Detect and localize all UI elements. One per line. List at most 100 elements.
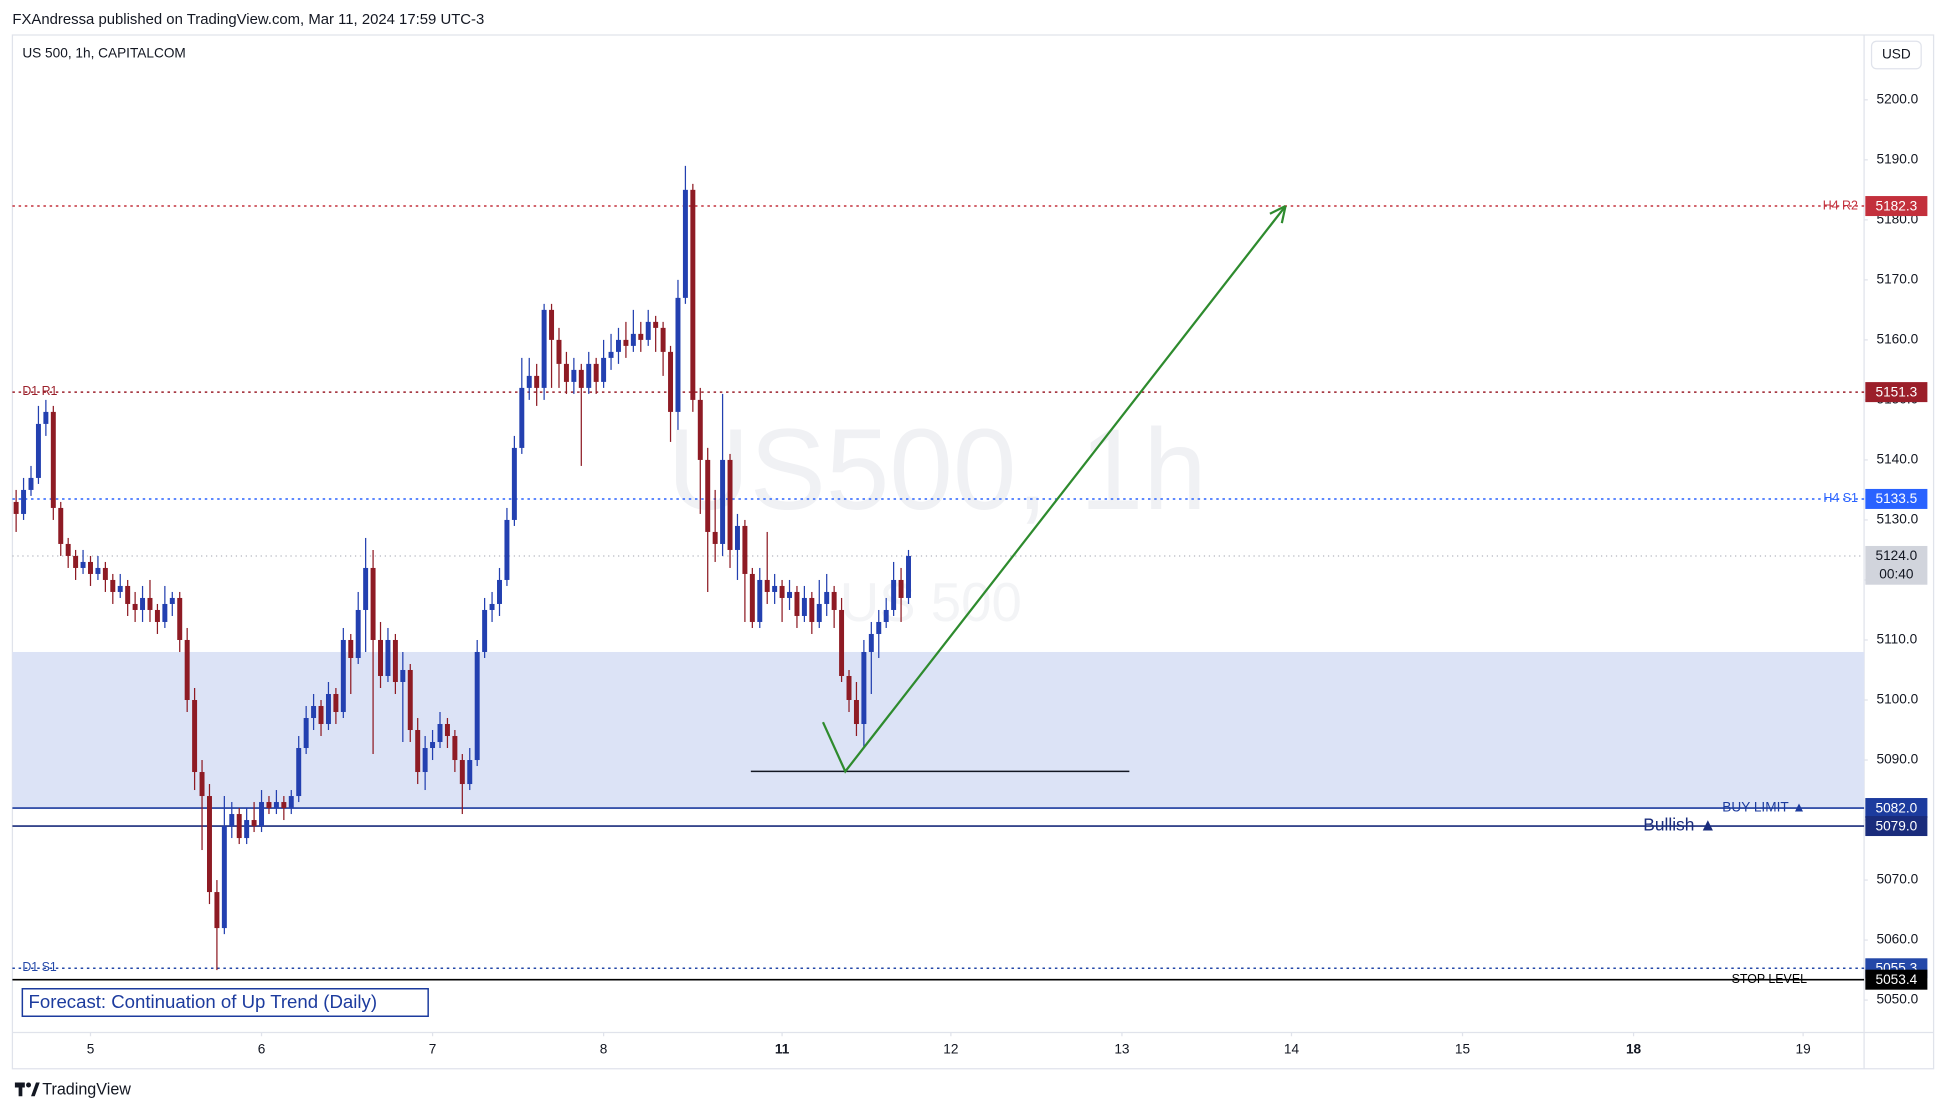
candle-body <box>392 639 398 682</box>
candle-body <box>43 411 49 424</box>
y-tick-label: 5060.0 <box>1877 932 1919 947</box>
candle-body <box>474 651 480 761</box>
candle-body <box>430 742 436 749</box>
chart-frame <box>11 34 1935 1070</box>
candle-body <box>549 309 555 340</box>
currency[interactable]: USD <box>1882 47 1911 62</box>
candle-body <box>497 579 502 604</box>
y-tick-label: 5050.0 <box>1877 992 1919 1007</box>
price-badge-label: 5182.3 <box>1875 198 1917 213</box>
x-tick-label: 6 <box>258 1042 266 1057</box>
candle-body <box>296 748 302 797</box>
candle-body <box>660 327 666 352</box>
countdown: 00:40 <box>1879 566 1914 581</box>
candle-body <box>28 477 34 490</box>
x-tick-label: 12 <box>943 1042 958 1057</box>
candle-body <box>400 669 406 682</box>
candle-body <box>868 633 874 652</box>
candle-body <box>21 489 27 514</box>
candle-body <box>630 333 636 346</box>
candle-body <box>325 693 331 725</box>
candle-body <box>690 189 696 400</box>
last-price-badge <box>1865 545 1928 585</box>
level-label: D1 S1 <box>22 960 57 974</box>
candle-body <box>794 591 800 616</box>
candle-body <box>110 579 116 592</box>
candle-body <box>80 561 86 568</box>
candle-body <box>117 585 123 592</box>
logo-part <box>31 1082 40 1097</box>
candle-body <box>244 820 250 839</box>
candle-body <box>712 531 718 544</box>
candle-body <box>236 814 242 839</box>
buy-zone <box>12 651 1865 809</box>
candle-body <box>154 609 160 622</box>
candle-body <box>876 621 882 634</box>
candle-body <box>801 597 807 616</box>
brand-logo <box>14 1082 40 1097</box>
candle-body <box>169 597 175 604</box>
candle-body <box>831 591 837 610</box>
last-price-label: 5124.0 <box>1875 548 1917 563</box>
level-label: BUY LIMIT ▲ <box>1722 800 1805 815</box>
y-tick-label: 5110.0 <box>1877 632 1918 647</box>
candle-body <box>273 802 279 809</box>
candle-body <box>192 700 198 773</box>
price-badge-label: 5053.4 <box>1875 972 1917 987</box>
candle-body <box>697 399 703 460</box>
price-badge <box>1865 816 1928 837</box>
y-tick-label: 5070.0 <box>1877 872 1919 887</box>
candle-body <box>58 507 64 544</box>
candle-body <box>407 669 413 731</box>
candle-body <box>489 603 495 610</box>
candle-body <box>147 597 153 610</box>
y-tick-label: 5100.0 <box>1877 692 1919 707</box>
candle-body <box>787 591 793 598</box>
x-tick-label: 7 <box>429 1042 437 1057</box>
candle-body <box>511 447 517 520</box>
candle-body <box>459 760 465 785</box>
price-badge <box>1865 488 1928 509</box>
candle-body <box>125 585 131 604</box>
candle-body <box>541 309 547 388</box>
candle-body <box>88 561 93 574</box>
symbol-title: US 500, 1h, CAPITALCOM <box>22 45 185 60</box>
logo-part <box>26 1082 32 1088</box>
x-tick-label: 19 <box>1796 1042 1811 1057</box>
candle-body <box>705 459 711 532</box>
logo-part <box>18 1082 23 1097</box>
candle-body <box>132 603 138 610</box>
candle-body <box>898 579 904 598</box>
candle-body <box>608 351 614 358</box>
price-badge <box>1865 969 1928 990</box>
candle-body <box>563 363 569 382</box>
level-label: Bullish ▲ <box>1643 815 1716 835</box>
watermark: US 500 <box>840 571 1022 633</box>
level-label: D1 R1 <box>22 384 57 398</box>
candle-body <box>437 724 443 743</box>
y-tick-label: 5190.0 <box>1877 151 1919 166</box>
candle-body <box>422 748 428 773</box>
candle-body <box>35 423 41 478</box>
candle-body <box>444 724 450 737</box>
candle-body <box>638 333 644 340</box>
candle-body <box>519 387 525 448</box>
candle-body <box>288 796 294 809</box>
currency-box[interactable] <box>1870 40 1922 70</box>
y-tick-label: 5200.0 <box>1877 91 1919 106</box>
candle-body <box>363 567 369 610</box>
candle-body <box>861 651 867 725</box>
candle-body <box>385 639 391 676</box>
candle-body <box>370 567 376 640</box>
candle-body <box>772 585 778 592</box>
candle-body <box>809 597 815 622</box>
candle-body <box>73 555 79 568</box>
candle-body <box>102 567 108 580</box>
front-layer: H4 R2 5182.3 D1 R1 5151.3 H4 S1 5133.5 BUY LIM… <box>22 196 1928 990</box>
y-tick-label: 5170.0 <box>1877 271 1919 286</box>
candle-body <box>482 609 488 652</box>
candle-body <box>526 375 532 388</box>
candle-body <box>311 706 317 719</box>
candle-body <box>199 772 205 797</box>
